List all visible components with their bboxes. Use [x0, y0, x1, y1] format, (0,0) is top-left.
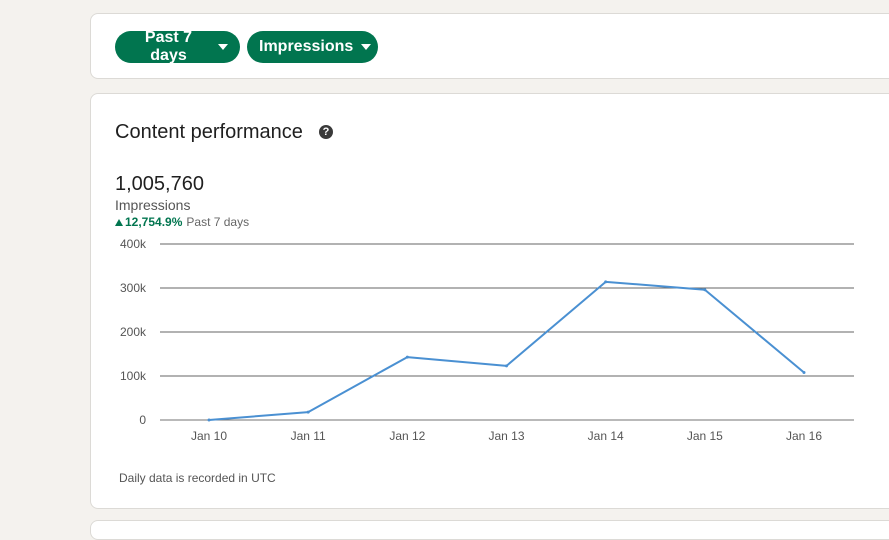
date-range-dropdown[interactable]: Past 7 days	[115, 29, 240, 64]
x-tick-label: Jan 16	[786, 429, 822, 443]
impressions-series-line	[208, 280, 805, 421]
metric-dropdown[interactable]: Impressions	[247, 31, 378, 63]
x-tick-label: Jan 11	[291, 429, 326, 443]
filter-bar: Past 7 days Impressions	[90, 13, 889, 79]
caret-down-icon	[218, 44, 228, 50]
triangle-up-icon	[115, 218, 123, 226]
y-tick-label: 200k	[120, 325, 147, 339]
data-point[interactable]	[207, 418, 211, 422]
x-tick-label: Jan 10	[191, 429, 227, 443]
data-point[interactable]	[405, 355, 409, 359]
x-tick-label: Jan 13	[488, 429, 524, 443]
change-value: 12,754.9%	[125, 215, 183, 229]
question-circle-icon[interactable]: ?	[319, 125, 333, 139]
card-title: Content performance	[115, 121, 303, 143]
data-point[interactable]	[703, 288, 707, 292]
data-point[interactable]	[802, 370, 806, 374]
date-range-label: Past 7 days	[144, 29, 193, 64]
change-period: Past 7 days	[186, 215, 250, 229]
impressions-line-chart: 0 100k 200k 300k 400k Jan 10 Jan 11 Jan 12 Jan 1…	[120, 237, 854, 443]
y-tick-label: 100k	[120, 369, 147, 383]
utc-footnote: Daily data is recorded in UTC	[119, 471, 276, 485]
caret-down-icon	[361, 44, 372, 50]
data-point[interactable]	[505, 364, 508, 368]
x-tick-label: Jan 15	[687, 429, 723, 443]
data-point[interactable]	[604, 280, 608, 284]
content-performance-card: Content performance ? 1,005,760 Impressi…	[90, 93, 889, 509]
next-card	[90, 520, 889, 540]
metric-label: Impressions	[115, 197, 191, 213]
y-tick-label: 0	[139, 413, 146, 427]
y-tick-label: 400k	[120, 237, 147, 251]
data-point[interactable]	[306, 410, 310, 414]
x-tick-label: Jan 14	[588, 429, 624, 443]
x-tick-label: Jan 12	[389, 429, 425, 443]
total-impressions: 1,005,760	[115, 173, 204, 195]
y-tick-label: 300k	[120, 281, 147, 295]
metric-dropdown-label: Impressions	[259, 38, 354, 55]
change-indicator: 12,754.9% Past 7 days	[115, 215, 249, 229]
